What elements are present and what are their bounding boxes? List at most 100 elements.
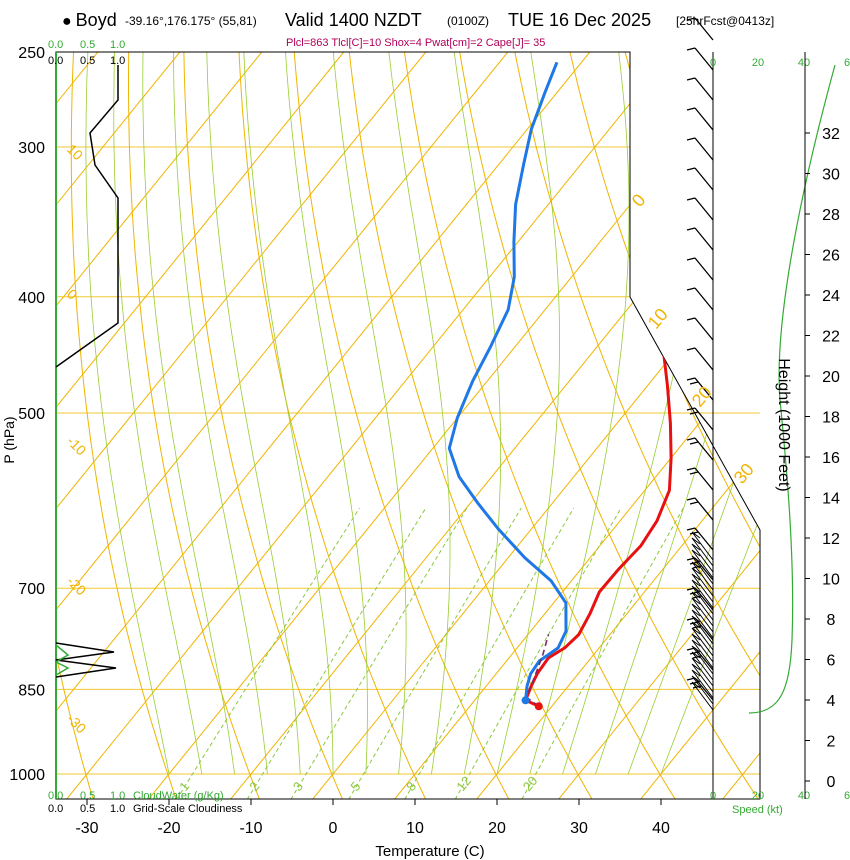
wind-barb	[686, 287, 714, 311]
height-tick-label: 20	[822, 369, 840, 386]
mixing-ratio-label: 2	[246, 779, 262, 794]
wind-barb	[691, 663, 714, 693]
mixing-ratio-label: 5	[347, 779, 363, 794]
mixing-ratio-label: 3	[290, 779, 306, 794]
cloudwater-profile	[54, 644, 70, 676]
cloud-top-tick-green: 0.5	[80, 39, 95, 51]
moist-adiabat	[627, 52, 760, 775]
dry-adiabat-label: 20	[688, 382, 716, 410]
height-tick-label: 0	[827, 774, 836, 791]
cloud-bottom-tick-green: 0.0	[48, 790, 63, 802]
wind-barb	[686, 167, 714, 191]
wind-barb	[691, 645, 714, 675]
wind-barb	[686, 137, 714, 161]
wind-barb	[686, 257, 714, 281]
isotherm	[640, 52, 760, 799]
forecast-date: TUE 16 Dec 2025	[508, 10, 652, 30]
plot-frame	[55, 51, 761, 800]
station-location: -39.16°,176.175° (55,81)	[125, 14, 257, 28]
valid-time-utc: (0100Z)	[447, 14, 490, 28]
dry-adiabat	[624, 52, 760, 799]
wind-barb	[691, 609, 714, 639]
wind-barb	[686, 17, 714, 41]
speed-bottom-tick: 6	[844, 790, 850, 802]
wind-barb	[686, 107, 714, 131]
height-tick-label: 14	[822, 491, 840, 508]
speed-bottom-tick: 0	[710, 790, 716, 802]
wind-speed-profile	[748, 64, 836, 714]
height-tick-label: 22	[822, 329, 840, 346]
wind-barb	[686, 227, 714, 251]
wind-barb	[691, 621, 714, 651]
wind-barb	[686, 587, 714, 611]
pressure-tick-label: 500	[18, 406, 45, 423]
temp-tick-label: 40	[652, 820, 670, 837]
cloud-bottom-tick-green: 1.0	[110, 790, 125, 802]
height-axis-label: Height (1000 Feet)	[775, 358, 792, 491]
wind-barb	[691, 681, 714, 711]
cloudiness-label: Grid-Scale Cloudiness	[133, 803, 243, 815]
wind-barb	[691, 675, 714, 705]
mixing-ratio-line	[404, 507, 575, 799]
moist-adiabat	[529, 52, 630, 775]
speed-label: Speed (kt)	[732, 804, 783, 816]
dry-adiabat	[348, 52, 593, 799]
moist-adiabat	[332, 52, 407, 775]
wind-barb	[686, 557, 714, 581]
mixing-ratio-line	[348, 507, 522, 799]
wind-barb	[686, 617, 714, 641]
isotherm	[56, 52, 345, 799]
wind-barb	[691, 591, 714, 621]
dry-adiabat	[459, 52, 759, 799]
dry-adiabat	[183, 52, 344, 799]
valid-time: Valid 1400 NZDT	[285, 10, 422, 30]
cloud-top-tick-green: 1.0	[110, 39, 125, 51]
wind-barb	[686, 407, 714, 431]
mixing-ratio-line	[176, 507, 360, 799]
pressure-tick-label: 400	[18, 290, 45, 307]
y-axis-label: P (hPa)	[1, 416, 17, 463]
series-parcel	[525, 634, 550, 707]
dry-adiabat-label: 0	[628, 190, 650, 211]
height-tick-label: 30	[822, 167, 840, 184]
wind-barb	[686, 77, 714, 101]
height-tick-label: 26	[822, 248, 840, 265]
height-tick-label: 32	[822, 126, 840, 143]
station-name: Boyd	[75, 10, 117, 30]
temp-tick-label: 30	[570, 820, 588, 837]
wind-barb	[691, 537, 714, 567]
speed-top-tick: 20	[752, 57, 764, 69]
cloud-bottom-tick: 1.0	[110, 803, 125, 815]
cloudiness-profile-lower	[55, 642, 117, 678]
temp-tick-label: 0	[329, 820, 338, 837]
cloud-bottom-tick-green: 0.5	[80, 790, 95, 802]
speed-bottom-tick: 40	[798, 790, 810, 802]
series-dew-point	[447, 61, 568, 701]
moist-adiabat	[388, 52, 451, 775]
speed-top-tick: 0	[710, 57, 716, 69]
dry-adiabat-label: 10	[64, 141, 86, 163]
height-tick-label: 24	[822, 288, 840, 305]
dry-adiabat	[791, 52, 850, 799]
height-tick-label: 10	[822, 572, 840, 589]
isotherm	[312, 52, 760, 799]
temp-tick-label: 10	[406, 820, 424, 837]
dry-adiabat-label: -30	[64, 711, 90, 737]
height-tick-label: 28	[822, 207, 840, 224]
height-tick-label: 18	[822, 410, 840, 427]
isotherm	[66, 52, 673, 799]
isotherm	[476, 52, 760, 799]
speed-bottom-tick: 20	[752, 790, 764, 802]
dry-adiabat-label: 0	[64, 286, 81, 303]
moist-adiabat	[85, 52, 170, 775]
wind-barb	[686, 317, 714, 341]
isotherm	[230, 52, 760, 799]
temp-tick-label: 20	[488, 820, 506, 837]
wind-barb	[686, 347, 714, 371]
pressure-tick-label: 700	[18, 581, 45, 598]
height-tick-label: 2	[827, 734, 836, 751]
wind-barb	[686, 47, 714, 71]
speed-top-tick: 6	[844, 57, 850, 69]
sounding-parameters: Plcl=863 Tlcl[C]=10 Shox=4 Pwat[cm]=2 Ca…	[286, 37, 546, 49]
